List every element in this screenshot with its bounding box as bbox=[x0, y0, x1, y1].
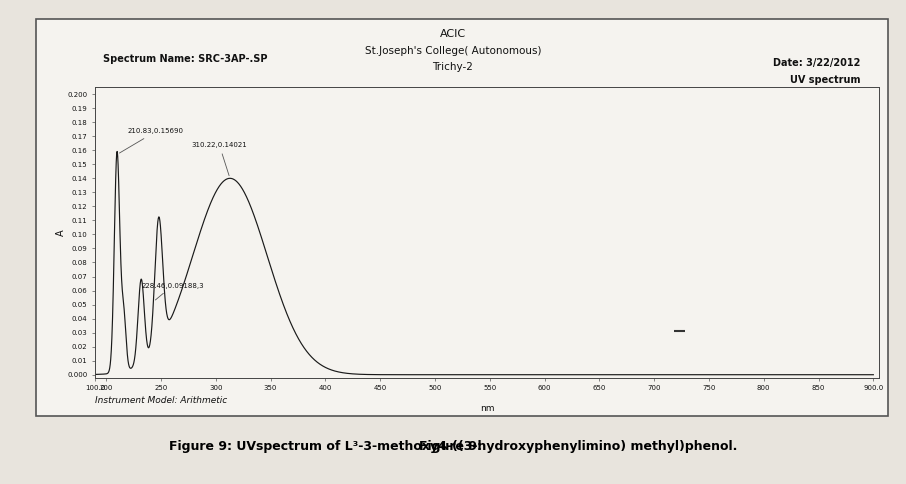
Text: St.Joseph's College( Autonomous): St.Joseph's College( Autonomous) bbox=[365, 46, 541, 56]
Text: nm: nm bbox=[479, 404, 495, 413]
Y-axis label: A: A bbox=[56, 229, 66, 236]
Text: 310.22,0.14021: 310.22,0.14021 bbox=[191, 142, 247, 176]
Text: ACIC: ACIC bbox=[440, 29, 466, 39]
Text: Figure 9:: Figure 9: bbox=[419, 440, 487, 454]
Text: Figure 9: UVspectrum of L³-3-methoxy4-((3-hydroxyphenylimino) methyl)phenol.: Figure 9: UVspectrum of L³-3-methoxy4-((… bbox=[169, 440, 737, 454]
Text: UV spectrum: UV spectrum bbox=[790, 75, 861, 85]
Text: Instrument Model: Arithmetic: Instrument Model: Arithmetic bbox=[95, 396, 227, 406]
Text: Spectrum Name: SRC-3AP-.SP: Spectrum Name: SRC-3AP-.SP bbox=[103, 54, 267, 64]
Text: Trichy-2: Trichy-2 bbox=[432, 62, 474, 72]
Text: 210.83,0.15690: 210.83,0.15690 bbox=[120, 128, 184, 153]
Text: Date: 3/22/2012: Date: 3/22/2012 bbox=[774, 58, 861, 68]
Text: 228.46,0.09188,3: 228.46,0.09188,3 bbox=[141, 283, 204, 300]
